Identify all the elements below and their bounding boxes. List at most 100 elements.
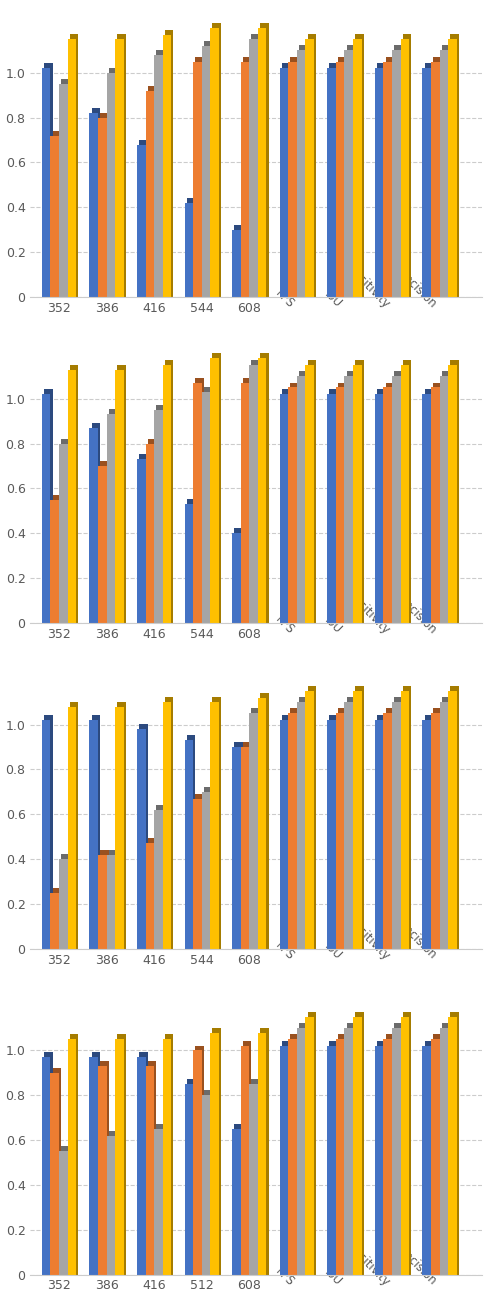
Bar bbox=[115, 1040, 123, 1275]
Bar bbox=[154, 1129, 163, 1275]
Bar bbox=[106, 854, 115, 949]
Bar bbox=[241, 746, 249, 949]
Bar bbox=[403, 1012, 411, 1275]
Bar bbox=[280, 69, 288, 297]
Bar bbox=[232, 1129, 241, 1275]
Bar bbox=[117, 702, 126, 949]
Bar bbox=[346, 45, 355, 297]
Bar bbox=[234, 528, 243, 623]
Bar bbox=[212, 23, 221, 297]
Bar bbox=[92, 1053, 100, 1275]
Bar bbox=[100, 113, 109, 297]
Bar bbox=[232, 533, 241, 623]
Bar bbox=[336, 714, 345, 949]
Bar bbox=[50, 893, 59, 949]
Bar bbox=[59, 859, 67, 949]
Bar bbox=[193, 383, 202, 623]
Bar bbox=[44, 389, 53, 623]
Bar bbox=[442, 697, 450, 949]
Bar bbox=[156, 405, 165, 623]
Bar bbox=[154, 410, 163, 623]
Bar bbox=[249, 1084, 258, 1275]
Bar bbox=[384, 61, 392, 297]
Bar bbox=[145, 444, 154, 623]
Bar bbox=[165, 697, 173, 949]
Bar bbox=[425, 389, 433, 623]
Bar bbox=[117, 365, 126, 623]
Bar bbox=[92, 108, 100, 297]
Bar bbox=[307, 34, 316, 297]
Bar bbox=[377, 389, 386, 623]
Bar bbox=[392, 51, 401, 297]
Bar bbox=[403, 687, 411, 949]
Bar bbox=[241, 61, 249, 297]
Bar bbox=[42, 69, 50, 297]
Bar bbox=[423, 720, 431, 949]
Bar bbox=[307, 1012, 316, 1275]
Bar bbox=[345, 376, 353, 623]
Bar bbox=[165, 30, 173, 297]
Bar bbox=[355, 360, 364, 623]
Bar bbox=[234, 225, 243, 297]
Bar bbox=[338, 1035, 346, 1275]
Bar bbox=[243, 742, 251, 949]
Bar bbox=[67, 39, 76, 297]
Bar bbox=[450, 1012, 459, 1275]
Bar bbox=[67, 706, 76, 949]
Bar bbox=[59, 1151, 67, 1275]
Bar bbox=[299, 45, 307, 297]
Bar bbox=[202, 45, 210, 297]
Bar bbox=[448, 1016, 457, 1275]
Bar bbox=[163, 35, 171, 297]
Bar bbox=[401, 1016, 409, 1275]
Bar bbox=[187, 197, 195, 297]
Bar bbox=[355, 1012, 364, 1275]
Bar bbox=[450, 34, 459, 297]
Bar bbox=[148, 86, 156, 297]
Bar bbox=[346, 1023, 355, 1275]
Bar bbox=[299, 371, 307, 623]
Bar bbox=[212, 1028, 221, 1275]
Bar bbox=[137, 729, 145, 949]
Bar bbox=[305, 1016, 314, 1275]
Bar bbox=[280, 720, 288, 949]
Bar bbox=[61, 1146, 70, 1275]
Bar bbox=[148, 439, 156, 623]
Bar bbox=[70, 702, 78, 949]
Bar bbox=[195, 57, 204, 297]
Bar bbox=[290, 57, 299, 297]
Bar bbox=[336, 388, 345, 623]
Bar bbox=[442, 1023, 450, 1275]
Bar bbox=[394, 697, 403, 949]
Bar bbox=[156, 1124, 165, 1275]
Bar bbox=[50, 500, 59, 623]
Bar bbox=[53, 131, 61, 297]
Bar bbox=[431, 61, 440, 297]
Bar bbox=[384, 388, 392, 623]
Bar bbox=[288, 1040, 297, 1275]
Bar bbox=[145, 844, 154, 949]
Bar bbox=[327, 69, 336, 297]
Bar bbox=[386, 1035, 394, 1275]
Bar bbox=[100, 850, 109, 949]
Bar bbox=[338, 57, 346, 297]
Bar bbox=[195, 378, 204, 623]
Bar bbox=[297, 51, 305, 297]
Bar bbox=[204, 787, 212, 949]
Bar bbox=[154, 810, 163, 949]
Bar bbox=[139, 140, 148, 297]
Bar bbox=[290, 709, 299, 949]
Bar bbox=[109, 67, 117, 297]
Bar bbox=[44, 1053, 53, 1275]
Bar bbox=[100, 1062, 109, 1275]
Bar bbox=[305, 691, 314, 949]
Bar bbox=[307, 687, 316, 949]
Bar bbox=[106, 73, 115, 297]
Bar bbox=[212, 697, 221, 949]
Bar bbox=[145, 1066, 154, 1275]
Bar bbox=[44, 64, 53, 297]
Bar bbox=[98, 854, 106, 949]
Bar bbox=[288, 388, 297, 623]
Bar bbox=[98, 466, 106, 623]
Bar bbox=[251, 709, 260, 949]
